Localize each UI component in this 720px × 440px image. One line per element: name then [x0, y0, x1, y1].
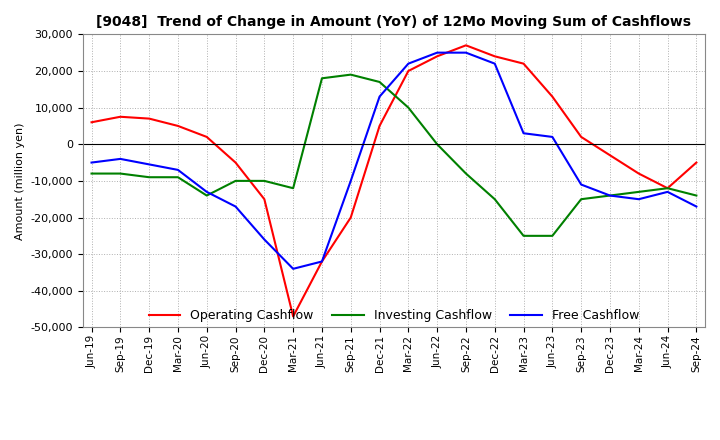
Free Cashflow [174, 167, 182, 172]
Investing Cashflow [404, 105, 413, 110]
Free Cashflow [260, 237, 269, 242]
Free Cashflow [202, 189, 211, 194]
Free Cashflow [462, 50, 470, 55]
Investing Cashflow [548, 233, 557, 238]
Investing Cashflow [116, 171, 125, 176]
Investing Cashflow [318, 76, 326, 81]
Free Cashflow [289, 266, 297, 271]
Operating Cashflow [692, 160, 701, 165]
Legend: Operating Cashflow, Investing Cashflow, Free Cashflow: Operating Cashflow, Investing Cashflow, … [144, 304, 644, 327]
Operating Cashflow [231, 160, 240, 165]
Operating Cashflow [462, 43, 470, 48]
Operating Cashflow [346, 215, 355, 220]
Operating Cashflow [289, 314, 297, 319]
Y-axis label: Amount (million yen): Amount (million yen) [15, 122, 25, 240]
Investing Cashflow [202, 193, 211, 198]
Operating Cashflow [202, 134, 211, 139]
Operating Cashflow [606, 153, 614, 158]
Free Cashflow [548, 134, 557, 139]
Investing Cashflow [692, 193, 701, 198]
Operating Cashflow [260, 197, 269, 202]
Free Cashflow [346, 178, 355, 183]
Free Cashflow [231, 204, 240, 209]
Investing Cashflow [231, 178, 240, 183]
Line: Investing Cashflow: Investing Cashflow [91, 75, 696, 236]
Free Cashflow [577, 182, 585, 187]
Operating Cashflow [634, 171, 643, 176]
Investing Cashflow [634, 189, 643, 194]
Operating Cashflow [87, 120, 96, 125]
Free Cashflow [145, 162, 153, 167]
Investing Cashflow [606, 193, 614, 198]
Operating Cashflow [663, 186, 672, 191]
Operating Cashflow [548, 94, 557, 99]
Investing Cashflow [663, 186, 672, 191]
Title: [9048]  Trend of Change in Amount (YoY) of 12Mo Moving Sum of Cashflows: [9048] Trend of Change in Amount (YoY) o… [96, 15, 691, 29]
Investing Cashflow [87, 171, 96, 176]
Investing Cashflow [577, 197, 585, 202]
Operating Cashflow [519, 61, 528, 66]
Free Cashflow [87, 160, 96, 165]
Investing Cashflow [289, 186, 297, 191]
Operating Cashflow [404, 68, 413, 73]
Investing Cashflow [260, 178, 269, 183]
Investing Cashflow [145, 175, 153, 180]
Investing Cashflow [346, 72, 355, 77]
Free Cashflow [663, 189, 672, 194]
Investing Cashflow [375, 79, 384, 84]
Free Cashflow [519, 131, 528, 136]
Operating Cashflow [375, 123, 384, 128]
Free Cashflow [375, 94, 384, 99]
Operating Cashflow [490, 54, 499, 59]
Operating Cashflow [174, 123, 182, 128]
Operating Cashflow [577, 134, 585, 139]
Free Cashflow [606, 193, 614, 198]
Operating Cashflow [318, 259, 326, 264]
Free Cashflow [116, 156, 125, 161]
Investing Cashflow [519, 233, 528, 238]
Operating Cashflow [116, 114, 125, 119]
Line: Operating Cashflow: Operating Cashflow [91, 45, 696, 316]
Free Cashflow [318, 259, 326, 264]
Free Cashflow [404, 61, 413, 66]
Line: Free Cashflow: Free Cashflow [91, 53, 696, 269]
Investing Cashflow [433, 142, 441, 147]
Operating Cashflow [145, 116, 153, 121]
Free Cashflow [490, 61, 499, 66]
Investing Cashflow [174, 175, 182, 180]
Free Cashflow [433, 50, 441, 55]
Free Cashflow [634, 197, 643, 202]
Free Cashflow [692, 204, 701, 209]
Operating Cashflow [433, 54, 441, 59]
Investing Cashflow [490, 197, 499, 202]
Investing Cashflow [462, 171, 470, 176]
